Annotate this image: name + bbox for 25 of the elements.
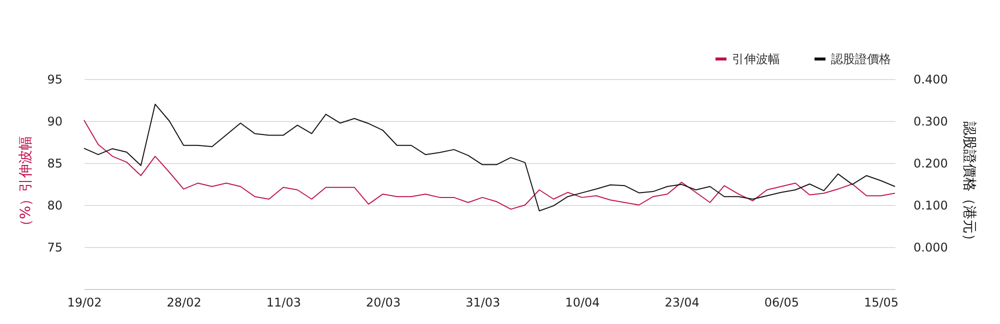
y2-tick-label: 0.200	[914, 156, 948, 170]
x-tick-label: 11/03	[266, 296, 301, 310]
x-tick-label: 10/04	[565, 296, 600, 310]
y2-axis-title: 認股證價格（港元）	[960, 122, 977, 248]
y-axis-title: （%）引伸波幅	[18, 136, 34, 234]
y-tick-label: 75	[47, 240, 62, 254]
line-series	[84, 104, 896, 212]
y2-tick-label: 0.300	[914, 114, 948, 128]
x-tick-label: 06/05	[764, 296, 799, 310]
y-tick-label: 80	[47, 198, 62, 212]
x-tick-label: 19/02	[67, 296, 102, 310]
y2-tick-label: 0.100	[914, 198, 948, 212]
y-tick-label: 90	[47, 114, 62, 128]
y-tick-label: 95	[47, 72, 62, 86]
legend-label: 認股證價格	[831, 52, 891, 66]
x-tick-label: 28/02	[166, 296, 202, 310]
y-tick-label: 85	[47, 156, 62, 170]
line-series	[84, 120, 896, 210]
x-tick-label: 23/04	[664, 296, 700, 310]
legend-label: 引伸波幅	[732, 52, 780, 66]
y2-tick-label: 0.000	[914, 240, 948, 254]
x-tick-label: 20/03	[366, 296, 401, 310]
x-tick-label: 15/05	[864, 296, 899, 310]
x-tick-label: 31/03	[466, 296, 500, 310]
y2-tick-label: 0.400	[914, 72, 948, 86]
